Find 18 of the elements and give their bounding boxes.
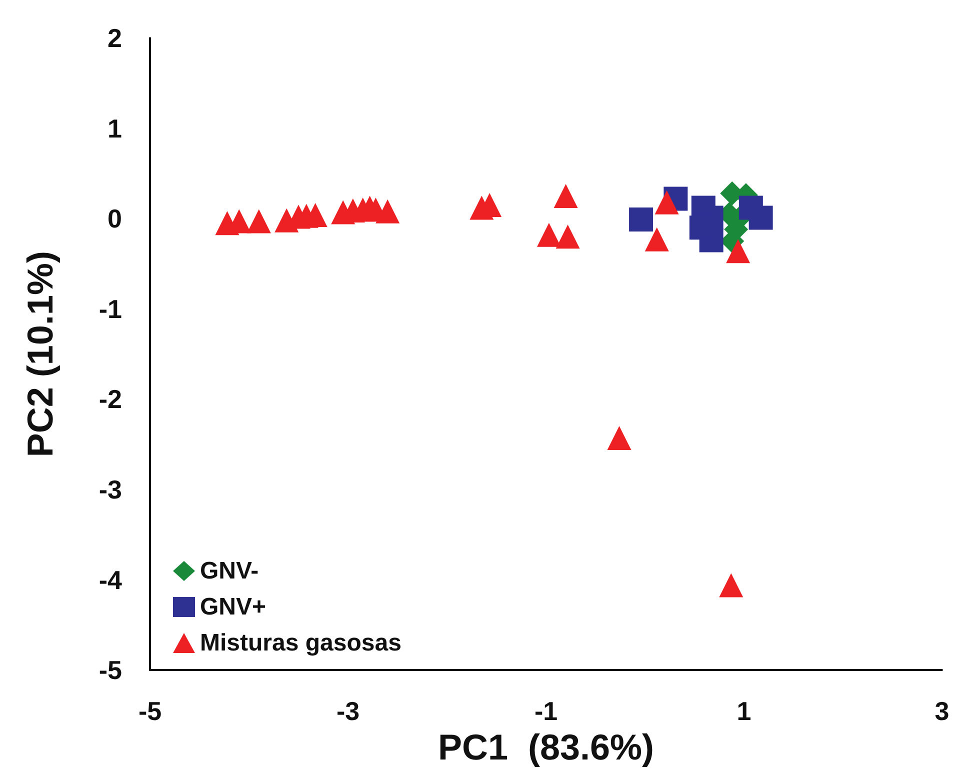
y-tick-label: 0 <box>108 204 122 234</box>
legend-label: Misturas gasosas <box>200 630 402 656</box>
y-tick-label: -2 <box>98 384 122 414</box>
y-tick-label: -3 <box>98 474 122 504</box>
x-tick-label: -1 <box>534 696 558 726</box>
y-tick-label: -5 <box>98 655 122 686</box>
legend-label: GNV+ <box>200 594 266 620</box>
x-tick-label: 3 <box>934 696 950 726</box>
y-axis-title: PC2 (10.1%) <box>20 251 60 458</box>
legend-label: GNV- <box>200 558 259 584</box>
y-tick-label: -1 <box>98 294 122 324</box>
x-tick-label: 1 <box>736 696 752 726</box>
x-axis-title: PC1 (83.6%) <box>438 726 654 768</box>
x-tick-label: -3 <box>336 696 360 726</box>
y-tick-label: 2 <box>108 23 122 53</box>
y-tick-label: -4 <box>98 564 123 595</box>
y-tick-label: 1 <box>108 113 122 144</box>
x-tick-label: -5 <box>138 696 162 726</box>
